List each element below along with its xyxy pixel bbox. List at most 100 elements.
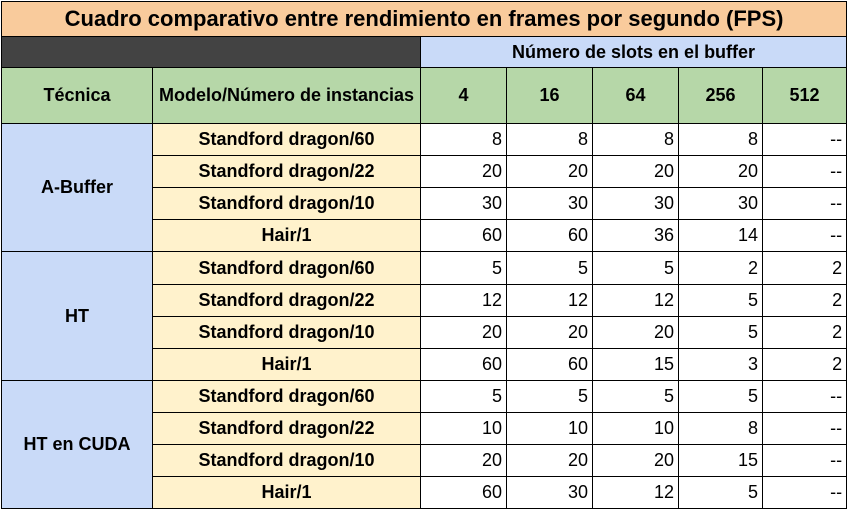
fps-value-cell: 60 [506, 219, 593, 253]
fps-value-cell: 8 [678, 123, 763, 157]
technique-header: Técnica [1, 67, 153, 125]
table-row: A-Buffer Standford dragon/60 8 8 8 8 -- [1, 123, 847, 253]
fps-value-cell: 15 [592, 347, 679, 381]
model-cell: Hair/1 [152, 347, 421, 381]
fps-value-cell: -- [761, 219, 847, 253]
table-row: Standford dragon/10 20 20 20 15 -- [2, 443, 847, 477]
fps-value-cell: 20 [420, 315, 507, 349]
fps-value-cell: -- [761, 475, 847, 510]
fps-value-cell: 12 [592, 283, 679, 317]
table-row: Standford dragon/10 30 30 30 30 -- [2, 187, 847, 221]
fps-value-cell: 30 [506, 475, 593, 510]
fps-value-cell: 3 [678, 347, 763, 381]
empty-header-cell [1, 36, 421, 69]
model-cell: Standford dragon/10 [152, 187, 421, 221]
model-cell: Hair/1 [152, 475, 421, 510]
fps-value-cell: 5 [592, 251, 679, 285]
model-cell: Hair/1 [152, 219, 421, 253]
fps-value-cell: 5 [420, 379, 507, 413]
fps-value-cell: 10 [506, 411, 593, 445]
table-row: Standford dragon/22 12 12 12 5 2 [2, 283, 847, 317]
fps-value-cell: 5 [678, 379, 763, 413]
slot-header-16: 16 [506, 67, 593, 125]
fps-value-cell: 2 [678, 251, 763, 285]
table-title: Cuadro comparativo entre rendimiento en … [0, 0, 847, 38]
model-cell: Standford dragon/60 [152, 379, 421, 413]
fps-value-cell: -- [761, 411, 847, 445]
model-cell: Standford dragon/10 [152, 443, 421, 477]
table-row: Hair/1 60 30 12 5 -- [2, 475, 847, 510]
fps-value-cell: 20 [592, 443, 679, 477]
technique-cell: A-Buffer [1, 123, 153, 253]
fps-value-cell: 10 [420, 411, 507, 445]
table-row: Standford dragon/22 20 20 20 20 -- [2, 155, 847, 189]
model-header: Modelo/Número de instancias [152, 67, 421, 125]
fps-value-cell: 30 [506, 187, 593, 221]
fps-value-cell: 60 [420, 219, 507, 253]
slot-header-512: 512 [761, 67, 847, 125]
slot-header-4: 4 [420, 67, 507, 125]
fps-value-cell: 10 [592, 411, 679, 445]
fps-value-cell: 12 [420, 283, 507, 317]
fps-value-cell: 5 [420, 251, 507, 285]
fps-value-cell: 12 [506, 283, 593, 317]
fps-value-cell: 20 [592, 155, 679, 189]
model-cell: Standford dragon/22 [152, 283, 421, 317]
model-cell: Standford dragon/60 [152, 251, 421, 285]
fps-value-cell: 20 [420, 443, 507, 477]
fps-value-cell: 2 [761, 283, 847, 317]
fps-value-cell: 20 [506, 315, 593, 349]
slot-header-256: 256 [678, 67, 763, 125]
fps-value-cell: 14 [678, 219, 763, 253]
fps-value-cell: -- [761, 443, 847, 477]
model-cell: Standford dragon/60 [152, 123, 421, 157]
slots-header: Número de slots en el buffer [419, 36, 847, 69]
fps-value-cell: 20 [420, 155, 507, 189]
fps-value-cell: 5 [678, 475, 763, 510]
model-cell: Standford dragon/10 [152, 315, 421, 349]
fps-value-cell: -- [761, 187, 847, 221]
fps-value-cell: 20 [506, 443, 593, 477]
fps-value-cell: 36 [592, 219, 679, 253]
fps-value-cell: 5 [678, 283, 763, 317]
table-row: Hair/1 60 60 36 14 -- [2, 219, 847, 253]
fps-value-cell: 60 [420, 347, 507, 381]
fps-value-cell: 15 [678, 443, 763, 477]
fps-value-cell: 30 [420, 187, 507, 221]
fps-value-cell: 2 [761, 315, 847, 349]
fps-value-cell: 60 [420, 475, 507, 510]
fps-value-cell: 12 [592, 475, 679, 510]
model-cell: Standford dragon/22 [152, 411, 421, 445]
model-cell: Standford dragon/22 [152, 155, 421, 189]
fps-value-cell: 20 [506, 155, 593, 189]
table-row: Standford dragon/22 10 10 10 8 -- [2, 411, 847, 445]
fps-value-cell: 30 [678, 187, 763, 221]
slot-header-64: 64 [592, 67, 679, 125]
column-header-row: Técnica Modelo/Número de instancias 4 16… [1, 67, 847, 125]
technique-cell: HT en CUDA [1, 379, 153, 510]
technique-cell: HT [1, 251, 153, 381]
table-row: HT Standford dragon/60 5 5 5 2 2 [1, 251, 847, 381]
fps-value-cell: -- [761, 123, 847, 157]
fps-value-cell: 8 [506, 123, 593, 157]
fps-value-cell: 30 [592, 187, 679, 221]
slots-header-row: Número de slots en el buffer [1, 36, 847, 69]
fps-value-cell: 60 [506, 347, 593, 381]
fps-value-cell: 5 [506, 379, 593, 413]
fps-value-cell: 2 [761, 347, 847, 381]
fps-value-cell: -- [761, 155, 847, 189]
fps-value-cell: 8 [678, 411, 763, 445]
fps-value-cell: 8 [592, 123, 679, 157]
fps-value-cell: 5 [506, 251, 593, 285]
table-row: Hair/1 60 60 15 3 2 [2, 347, 847, 381]
fps-value-cell: 20 [592, 315, 679, 349]
fps-value-cell: -- [761, 379, 847, 413]
fps-value-cell: 20 [678, 155, 763, 189]
fps-value-cell: 5 [678, 315, 763, 349]
fps-value-cell: 5 [592, 379, 679, 413]
fps-value-cell: 8 [420, 123, 507, 157]
table-row: HT en CUDA Standford dragon/60 5 5 5 5 -- [1, 379, 847, 510]
fps-value-cell: 2 [761, 251, 847, 285]
title-row: Cuadro comparativo entre rendimiento en … [0, 0, 847, 38]
